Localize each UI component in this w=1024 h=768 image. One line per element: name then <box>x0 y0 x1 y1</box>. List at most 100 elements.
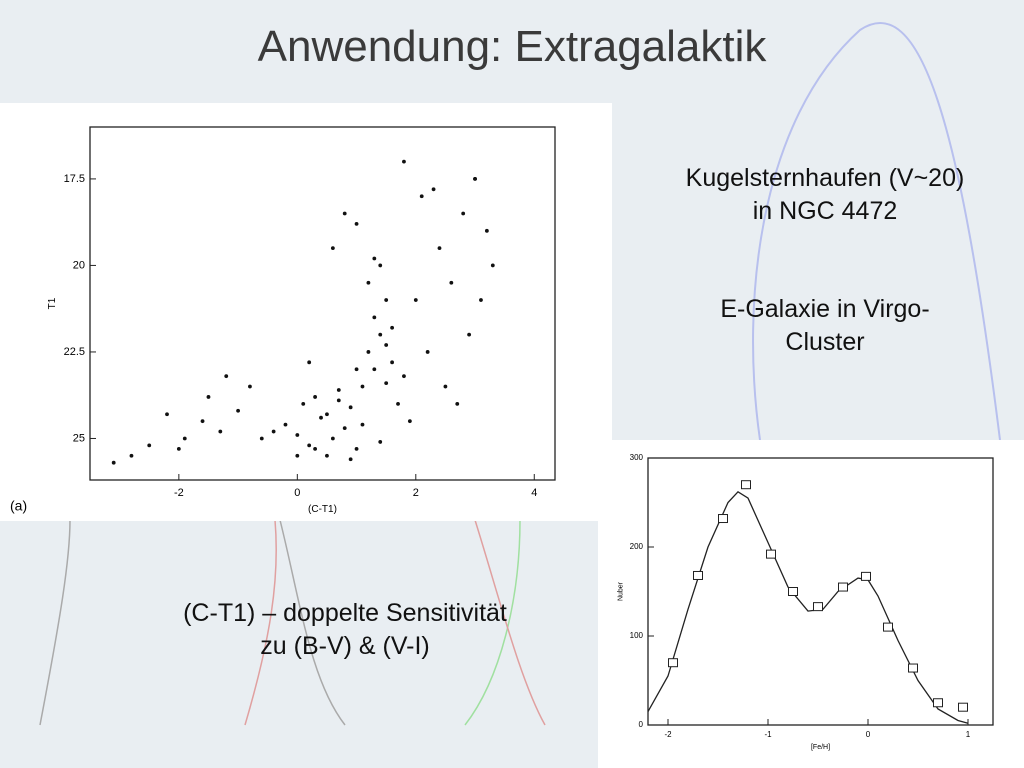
point <box>307 360 312 365</box>
point <box>319 415 323 420</box>
point <box>342 211 347 216</box>
square-marker <box>838 582 848 592</box>
text-block: Kugelsternhaufen (V~20) in NGC 4472 <box>620 162 1024 228</box>
point <box>111 460 116 465</box>
y-tick-label: 25 <box>73 432 85 444</box>
point <box>336 398 341 403</box>
y-axis-label: T1 <box>47 297 58 309</box>
y-tick-label: 22.5 <box>64 346 85 358</box>
y-tick-label: 200 <box>630 542 644 551</box>
point <box>307 443 312 448</box>
x-tick-label: -2 <box>664 730 672 739</box>
point <box>384 343 389 347</box>
point <box>200 419 205 424</box>
point <box>182 436 187 441</box>
point <box>224 374 229 379</box>
x-tick-label: -1 <box>764 730 772 739</box>
point <box>431 187 436 192</box>
point <box>455 401 460 406</box>
point <box>484 228 489 233</box>
point <box>295 433 300 437</box>
point <box>407 419 412 424</box>
y-tick-label: 0 <box>639 720 644 729</box>
point <box>301 401 306 406</box>
point <box>336 388 341 392</box>
point <box>313 395 317 399</box>
point <box>402 159 406 164</box>
point <box>248 384 252 389</box>
square-marker <box>718 514 728 524</box>
text-block: E-Galaxie in Virgo- Cluster <box>620 293 1024 359</box>
point <box>354 446 359 451</box>
point <box>390 325 395 330</box>
y-tick-label: 100 <box>630 631 644 640</box>
point <box>413 298 418 302</box>
point <box>467 332 472 337</box>
square-marker <box>788 587 798 596</box>
point <box>348 457 353 462</box>
point <box>330 246 335 251</box>
point <box>378 440 383 444</box>
point <box>390 360 395 365</box>
point <box>354 222 359 226</box>
plot-frame <box>647 457 994 726</box>
point <box>165 412 169 417</box>
point <box>295 453 300 458</box>
point <box>384 381 389 385</box>
square-marker <box>741 480 751 490</box>
point <box>402 374 406 379</box>
point <box>330 436 335 441</box>
square-marker <box>813 602 823 612</box>
text-line: in NGC 4472 <box>752 197 898 225</box>
square-marker <box>933 698 943 708</box>
point <box>461 211 466 216</box>
point <box>325 453 329 458</box>
y-tick-label: 300 <box>630 453 644 462</box>
slide-title: Anwendung: Extragalaktik <box>257 22 767 71</box>
point <box>366 280 371 285</box>
point <box>147 443 152 448</box>
x-tick-label: 0 <box>866 730 871 739</box>
point <box>176 446 181 451</box>
point <box>437 246 442 251</box>
x-tick-label: 4 <box>531 487 537 499</box>
y-tick-label: 20 <box>73 259 85 271</box>
figure-panel <box>598 440 1024 768</box>
x-tick-label: 0 <box>294 487 300 499</box>
text-line: Cluster <box>785 328 865 356</box>
point <box>236 408 240 413</box>
square-marker <box>766 549 776 559</box>
point <box>313 446 317 451</box>
square-marker <box>861 571 871 581</box>
square-marker <box>908 663 918 673</box>
annotation: (a) <box>10 498 27 514</box>
plot-frame <box>89 126 556 481</box>
point <box>443 384 448 389</box>
decoration <box>39 22 1001 726</box>
square-marker <box>883 622 893 632</box>
point <box>259 436 264 441</box>
x-tick-label: 1 <box>966 730 971 739</box>
point <box>325 412 329 417</box>
point <box>473 177 477 181</box>
point <box>396 401 400 406</box>
point <box>425 350 430 354</box>
point <box>384 298 389 302</box>
y-tick-label: 17.5 <box>64 173 85 185</box>
point <box>419 194 424 199</box>
point <box>360 384 365 389</box>
text-line: Kugelsternhaufen (V~20) <box>685 164 965 192</box>
point <box>449 280 454 285</box>
point <box>354 367 359 372</box>
point <box>378 332 383 337</box>
point <box>348 405 353 410</box>
x-tick-label: 2 <box>413 487 419 499</box>
text-line: zu (B-V) & (V-I) <box>260 632 430 660</box>
x-tick-label: -2 <box>174 487 184 499</box>
point <box>378 263 383 268</box>
square-marker <box>668 658 678 668</box>
figure-panel <box>0 103 612 521</box>
point <box>372 367 377 372</box>
